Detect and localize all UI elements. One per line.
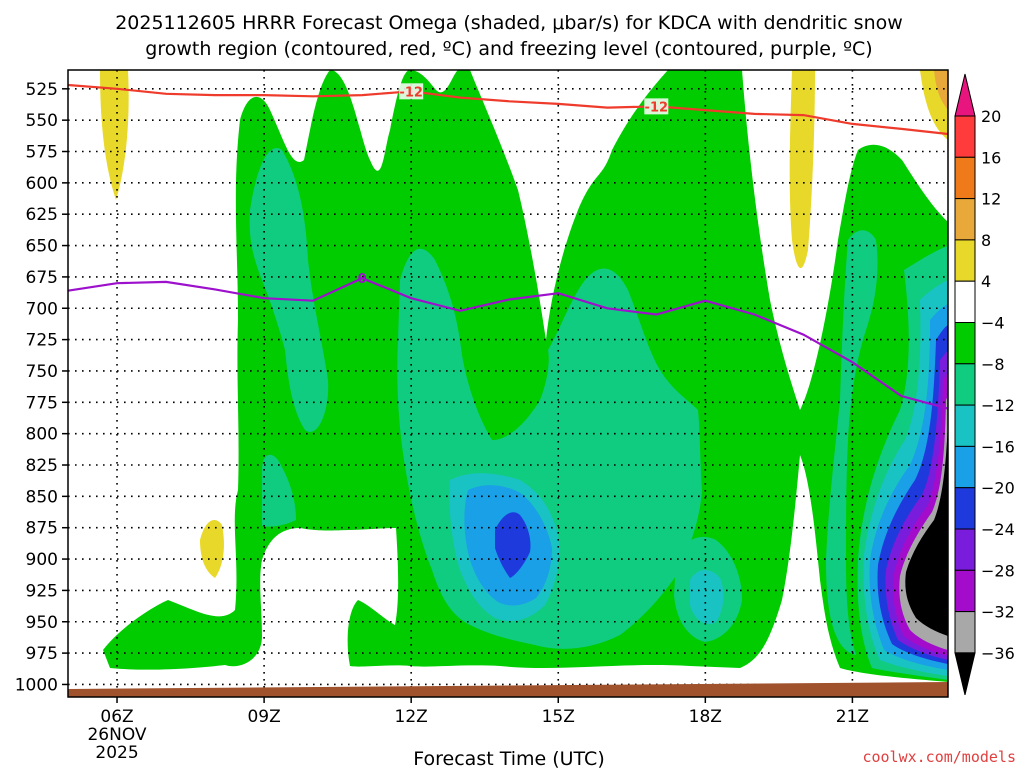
colorbar-label: −28 bbox=[981, 561, 1015, 580]
shade-black-right bbox=[905, 420, 948, 636]
colorbar-label: −24 bbox=[981, 520, 1015, 539]
shade-yellow-2 bbox=[200, 520, 224, 578]
contour-label: -12 bbox=[399, 85, 423, 100]
colorbar-swatch bbox=[954, 611, 976, 654]
terrain-band bbox=[68, 682, 948, 697]
colorbar-swatch bbox=[954, 404, 976, 447]
y-tick-label: 950 bbox=[26, 613, 58, 633]
y-tick-label: 850 bbox=[26, 487, 58, 507]
y-tick-label: 700 bbox=[26, 299, 58, 319]
y-tick-label: 750 bbox=[26, 362, 58, 382]
x-tick-label: 21Z bbox=[836, 707, 869, 727]
colorbar-swatch bbox=[954, 115, 976, 158]
colorbar-swatch bbox=[954, 569, 976, 613]
contour-label-bg bbox=[644, 98, 669, 115]
y-tick-label: 600 bbox=[26, 174, 58, 194]
credit-text: coolwx.com/models bbox=[862, 748, 1016, 766]
colorbar-top-arrow bbox=[954, 73, 976, 117]
y-tick-label: 900 bbox=[26, 550, 58, 570]
colorbar-label: 12 bbox=[981, 190, 1001, 209]
colorbar-swatch bbox=[954, 528, 976, 571]
colorbar-label: 4 bbox=[981, 272, 991, 291]
contour-line-0 bbox=[67, 277, 949, 410]
y-tick-label: 725 bbox=[26, 331, 58, 351]
y-tick-label: 775 bbox=[26, 393, 58, 413]
colorbar-swatch bbox=[954, 363, 976, 406]
colorbar: 20 16 12 8 4 −4 −8 −12 −16 −20 −24 −28 −32 −36 bbox=[954, 73, 1015, 696]
colorbar-swatch bbox=[954, 156, 976, 200]
colorbar-label: 8 bbox=[981, 231, 991, 250]
y-tick-label: 550 bbox=[26, 111, 58, 131]
colorbar-swatch bbox=[954, 322, 976, 365]
y-tick-label: 675 bbox=[26, 268, 58, 288]
contour-lines: -12 -12 0 bbox=[67, 83, 949, 410]
y-tick-label: 1000 bbox=[15, 675, 58, 695]
colorbar-swatch bbox=[954, 239, 976, 282]
colorbar-label: −20 bbox=[981, 479, 1015, 498]
shade-yellow-3 bbox=[789, 70, 815, 269]
colorbar-label: −8 bbox=[981, 355, 1005, 374]
colorbar-swatch bbox=[954, 280, 976, 324]
y-tick-label: 525 bbox=[26, 80, 58, 100]
contour-label: 0 bbox=[358, 272, 367, 287]
shade-teal-left bbox=[249, 148, 329, 432]
plot-frame bbox=[67, 69, 949, 698]
contour-line--12 bbox=[67, 83, 949, 136]
colorbar-swatch bbox=[954, 198, 976, 241]
shade-cyan-18z bbox=[690, 569, 724, 625]
colorbar-label: −32 bbox=[981, 603, 1015, 622]
y-tick-label: 875 bbox=[26, 519, 58, 539]
shade-teal-right bbox=[826, 230, 878, 655]
x-tick-label: 18Z bbox=[689, 707, 722, 727]
x-tick-label: 06Z bbox=[100, 707, 133, 727]
x-tick-label: 12Z bbox=[395, 707, 428, 727]
colorbar-label: −36 bbox=[981, 644, 1015, 663]
omega-shading bbox=[100, 70, 948, 682]
x-tick-label: 09Z bbox=[247, 707, 280, 727]
chart-title-line1: 2025112605 HRRR Forecast Omega (shaded, … bbox=[115, 12, 903, 34]
colorbar-label: 20 bbox=[981, 107, 1001, 126]
y-tick-label: 575 bbox=[26, 143, 58, 163]
y-tick-label: 825 bbox=[26, 456, 58, 476]
y-tick-label: 925 bbox=[26, 581, 58, 601]
y-tick-label: 975 bbox=[26, 644, 58, 664]
colorbar-label: −16 bbox=[981, 437, 1015, 456]
plot-area: -12 -12 0 bbox=[67, 69, 949, 698]
shade-navy-core bbox=[495, 512, 531, 578]
chart-title-line2: growth region (contoured, red, ºC) and f… bbox=[145, 38, 872, 60]
colorbar-label: −4 bbox=[981, 314, 1005, 333]
shade-green-main bbox=[103, 70, 948, 682]
x-axis-label: Forecast Time (UTC) bbox=[413, 748, 604, 768]
y-tick-label: 625 bbox=[26, 205, 58, 225]
y-tick-label: 650 bbox=[26, 237, 58, 257]
colorbar-swatch bbox=[954, 445, 976, 489]
colorbar-swatch bbox=[954, 487, 976, 530]
contour-label-bg bbox=[399, 83, 424, 100]
y-tick-label: 800 bbox=[26, 425, 58, 445]
shade-yellow-1 bbox=[100, 70, 129, 200]
contour-label: -12 bbox=[645, 100, 669, 115]
colorbar-label: 16 bbox=[981, 148, 1001, 167]
x-tick-year: 2025 bbox=[95, 743, 138, 763]
shade-teal-left2 bbox=[262, 454, 296, 527]
colorbar-bottom-arrow bbox=[954, 652, 976, 696]
shade-gold-5 bbox=[934, 70, 948, 110]
x-tick-label: 15Z bbox=[542, 707, 575, 727]
colorbar-label: −12 bbox=[981, 396, 1015, 415]
x-tick-date: 26NOV bbox=[87, 725, 146, 745]
y-axis: 525 550 575 600 625 650 675 700 725 750 775 800 825 8… bbox=[15, 80, 68, 695]
